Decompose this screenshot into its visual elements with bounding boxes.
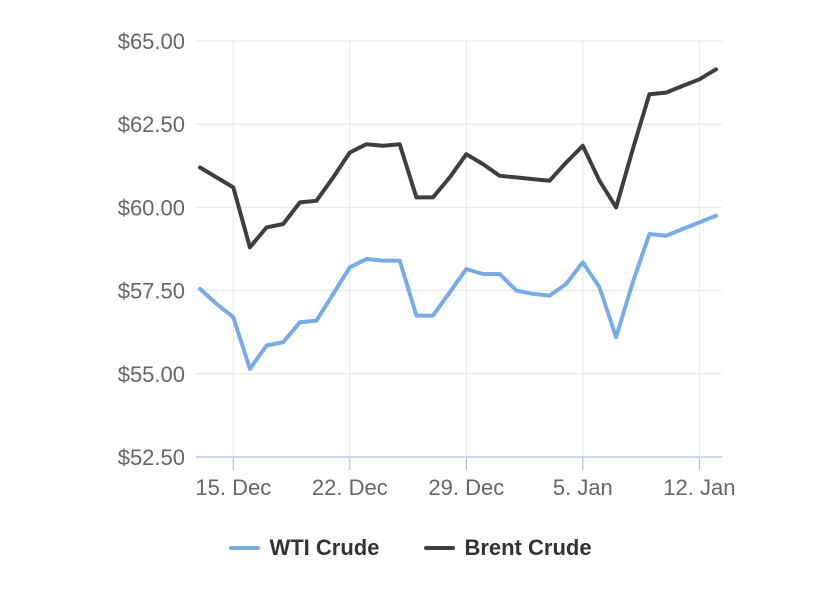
chart-legend: WTI Crude Brent Crude xyxy=(0,533,821,563)
y-axis-label: $65.00 xyxy=(118,29,185,54)
wti-series-label: WTI Crude xyxy=(269,535,380,560)
y-axis-label: $62.50 xyxy=(118,112,185,137)
wti-crude-series-line[interactable] xyxy=(198,213,718,371)
legend-item-wti-crude[interactable]: WTI Crude xyxy=(229,533,379,563)
brent-series-label: Brent Crude xyxy=(464,535,592,560)
plot-area: 15. Dec 22. Dec 29. Dec 5. Jan 12. Jan $65.00… xyxy=(118,29,736,500)
x-axis-label: 5. Jan xyxy=(553,475,613,500)
x-axis-label: 29. Dec xyxy=(428,475,504,500)
x-axis-label: 12. Jan xyxy=(663,475,735,500)
y-axis-label: $52.50 xyxy=(118,445,185,470)
y-axis-label: $55.00 xyxy=(118,362,185,387)
x-axis-label: 15. Dec xyxy=(195,475,271,500)
brent-series-swatch xyxy=(424,546,456,550)
legend-item-brent-crude[interactable]: Brent Crude xyxy=(424,533,592,563)
wti-series-swatch xyxy=(229,546,261,550)
brent-crude-series-line[interactable] xyxy=(198,67,718,250)
y-axis-label: $57.50 xyxy=(118,279,185,304)
x-axis-label: 22. Dec xyxy=(312,475,388,500)
y-axis-label: $60.00 xyxy=(118,195,185,220)
